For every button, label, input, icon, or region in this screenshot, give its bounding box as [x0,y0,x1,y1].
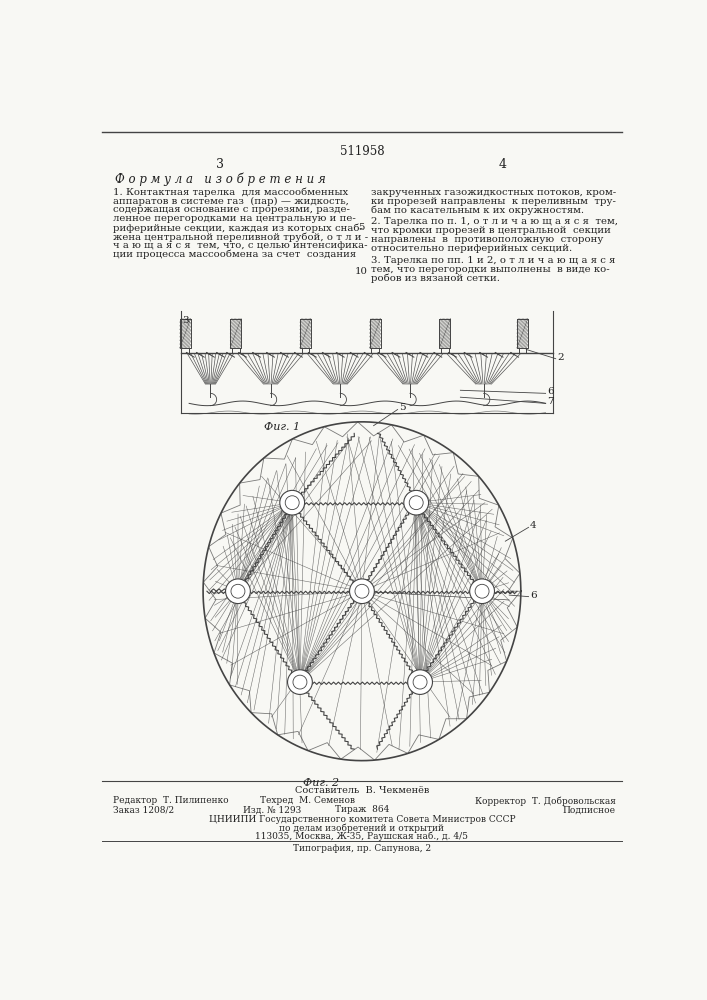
Text: 113035, Москва, Ж-35, Раушская наб., д. 4/5: 113035, Москва, Ж-35, Раушская наб., д. … [255,831,469,841]
Text: Типография, пр. Сапунова, 2: Типография, пр. Сапунова, 2 [293,844,431,853]
Text: Фиг. 1: Фиг. 1 [264,422,300,432]
Text: жена центральной переливной трубой, о т л и -: жена центральной переливной трубой, о т … [113,232,368,242]
Text: Техред  М. Семенов: Техред М. Семенов [260,796,355,805]
Text: 3: 3 [182,316,189,325]
Circle shape [408,670,433,694]
Text: 5: 5 [399,403,406,412]
Text: 7: 7 [547,397,554,406]
Text: Составитель  В. Чекменёв: Составитель В. Чекменёв [295,786,429,795]
Circle shape [280,490,305,515]
Text: Тираж  864: Тираж 864 [334,805,389,814]
Text: по делам изобретений и открытий: по делам изобретений и открытий [279,823,445,833]
Text: ции процесса массообмена за счет  создания: ции процесса массообмена за счет создани… [113,250,356,259]
Text: 3. Тарелка по пп. 1 и 2, о т л и ч а ю щ а я с я: 3. Тарелка по пп. 1 и 2, о т л и ч а ю щ… [371,256,616,265]
Text: Подписное: Подписное [562,805,615,814]
Text: ч а ю щ а я с я  тем, что, с целью интенсифика-: ч а ю щ а я с я тем, что, с целью интенс… [113,241,368,250]
Text: 2: 2 [557,353,564,362]
Text: бам по касательным к их окружностям.: бам по касательным к их окружностям. [371,205,585,215]
Text: Редактор  Т. Пилипенко: Редактор Т. Пилипенко [113,796,229,805]
Text: 6: 6 [530,591,537,600]
Text: что кромки прорезей в центральной  секции: что кромки прорезей в центральной секции [371,226,611,235]
Text: относительно периферийных секций.: относительно периферийных секций. [371,244,573,253]
Text: 3: 3 [216,158,224,172]
Text: ЦНИИПИ Государственного комитета Совета Министров СССР: ЦНИИПИ Государственного комитета Совета … [209,815,515,824]
Text: направлены  в  противоположную  сторону: направлены в противоположную сторону [371,235,604,244]
Text: 511958: 511958 [339,145,385,158]
Text: закрученных газожидкостных потоков, кром-: закрученных газожидкостных потоков, кром… [371,188,617,197]
Text: Изд. № 1293: Изд. № 1293 [243,805,302,814]
Circle shape [288,670,312,694]
Text: 1. Контактная тарелка  для массообменных: 1. Контактная тарелка для массообменных [113,188,349,197]
Text: Ф о р м у л а   и з о б р е т е н и я: Ф о р м у л а и з о б р е т е н и я [115,172,325,186]
Circle shape [349,579,374,604]
Text: робов из вязаной сетки.: робов из вязаной сетки. [371,274,501,283]
Text: 4: 4 [499,158,507,172]
Text: Заказ 1208/2: Заказ 1208/2 [113,805,175,814]
Text: 6: 6 [547,387,554,396]
Circle shape [404,490,428,515]
Text: аппаратов в системе газ  (пар) — жидкость,: аппаратов в системе газ (пар) — жидкость… [113,197,349,206]
Text: содержащая основание с прорезями, разде-: содержащая основание с прорезями, разде- [113,205,350,214]
Text: 4: 4 [530,521,537,530]
Circle shape [226,579,250,604]
Text: 5: 5 [358,223,364,232]
Text: ленное перегородками на центральную и пе-: ленное перегородками на центральную и пе… [113,214,356,223]
Text: риферийные секции, каждая из которых снаб-: риферийные секции, каждая из которых сна… [113,223,363,233]
Circle shape [469,579,494,604]
Text: Фиг. 2: Фиг. 2 [303,778,339,788]
Text: Корректор  Т. Добровольская: Корректор Т. Добровольская [474,796,615,806]
Text: ки прорезей направлены  к переливным  тру-: ки прорезей направлены к переливным тру- [371,197,616,206]
Text: 10: 10 [355,267,368,276]
Text: 2. Тарелка по п. 1, о т л и ч а ю щ а я с я  тем,: 2. Тарелка по п. 1, о т л и ч а ю щ а я … [371,217,618,226]
Text: тем, что перегородки выполнены  в виде ко-: тем, что перегородки выполнены в виде ко… [371,265,610,274]
